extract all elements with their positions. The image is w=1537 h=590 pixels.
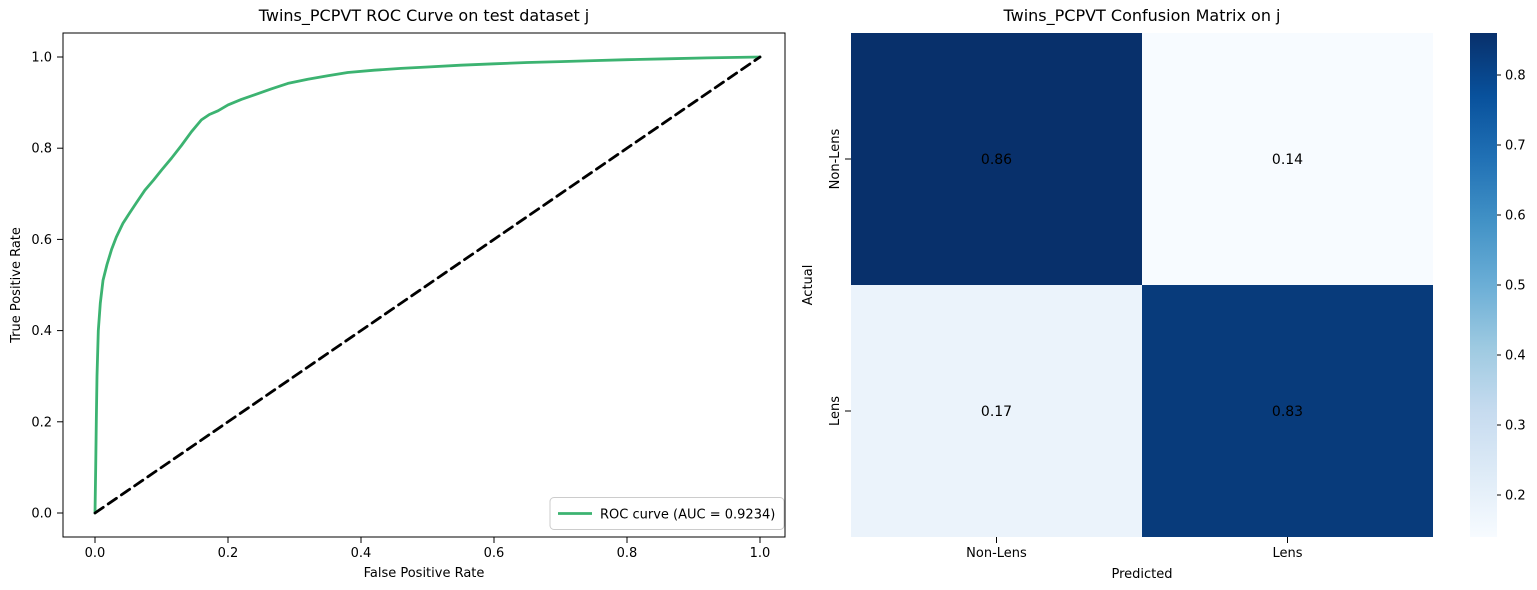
colorbar-tick-label: 0.3	[1505, 419, 1526, 434]
cm-cell-value: 0.14	[1272, 152, 1303, 168]
cm-yaxis-label: Actual	[801, 265, 816, 306]
cm-col-label: Non-Lens	[966, 546, 1027, 561]
roc-y-ticks: 0.0 0.2 0.4 0.6 0.8 1.0	[31, 51, 63, 522]
cm-title: Twins_PCPVT Confusion Matrix on j	[1003, 6, 1281, 26]
roc-y-tick-label: 0.8	[31, 142, 52, 157]
cm-row-label: Lens	[828, 396, 843, 426]
roc-curve-line	[93, 55, 762, 515]
colorbar-tick-label: 0.4	[1505, 349, 1526, 364]
cm-cell-value: 0.83	[1272, 404, 1303, 420]
cm-col-labels: Non-Lens Lens	[966, 537, 1303, 561]
cm-cell	[851, 33, 1142, 285]
roc-yaxis-label: True Positive Rate	[9, 227, 24, 344]
roc-y-tick-label: 0.0	[31, 507, 52, 522]
roc-y-tick-label: 1.0	[31, 51, 52, 66]
roc-x-tick-label: 0.2	[218, 546, 239, 561]
colorbar-tick-label: 0.2	[1505, 489, 1526, 504]
colorbar-tick-label: 0.7	[1505, 139, 1526, 154]
roc-x-ticks: 0.0 0.2 0.4 0.6 0.8 1.0	[85, 537, 771, 561]
roc-x-tick-label: 0.4	[351, 546, 372, 561]
roc-series-group	[93, 55, 762, 515]
roc-x-tick-label: 0.0	[85, 546, 106, 561]
cm-cell-value: 0.86	[981, 152, 1012, 168]
roc-y-tick-label: 0.6	[31, 233, 52, 248]
cm-cell	[1142, 33, 1433, 285]
roc-x-tick-label: 0.6	[484, 546, 505, 561]
cm-cell	[851, 285, 1142, 537]
cm-cell	[1142, 285, 1433, 537]
confusion-matrix-plot: Twins_PCPVT Confusion Matrix on j 0.86 0.…	[801, 6, 1526, 582]
colorbar-tick-label: 0.5	[1505, 279, 1526, 294]
roc-x-tick-label: 1.0	[750, 546, 771, 561]
colorbar-tick-label: 0.8	[1505, 69, 1526, 84]
roc-y-tick-label: 0.2	[31, 415, 52, 430]
colorbar-tick-label: 0.6	[1505, 209, 1526, 224]
colorbar-strip	[1470, 33, 1497, 537]
cm-xaxis-label: Predicted	[1111, 567, 1172, 582]
cm-row-labels: Non-Lens Lens	[828, 128, 851, 426]
roc-axes-frame	[62, 32, 786, 538]
roc-plot: Twins_PCPVT ROC Curve on test dataset j …	[9, 6, 786, 581]
roc-x-tick-label: 0.8	[617, 546, 638, 561]
roc-title: Twins_PCPVT ROC Curve on test dataset j	[258, 6, 590, 26]
cm-row-label: Non-Lens	[828, 128, 843, 189]
colorbar: 0.8 0.7 0.6 0.5 0.4 0.3 0.2	[1470, 33, 1526, 537]
roc-xaxis-label: False Positive Rate	[364, 566, 485, 581]
legend-box	[549, 497, 785, 530]
cm-col-label: Lens	[1272, 546, 1302, 561]
roc-legend: ROC curve (AUC = 0.9234)	[549, 497, 785, 530]
cm-cell-value: 0.17	[981, 404, 1012, 420]
chance-diagonal-line	[93, 55, 762, 515]
legend-label: ROC curve (AUC = 0.9234)	[600, 508, 775, 523]
cm-cells-group: 0.86 0.14 0.17 0.83	[851, 33, 1433, 537]
roc-y-tick-label: 0.4	[31, 324, 52, 339]
colorbar-ticks: 0.8 0.7 0.6 0.5 0.4 0.3 0.2	[1497, 69, 1526, 504]
